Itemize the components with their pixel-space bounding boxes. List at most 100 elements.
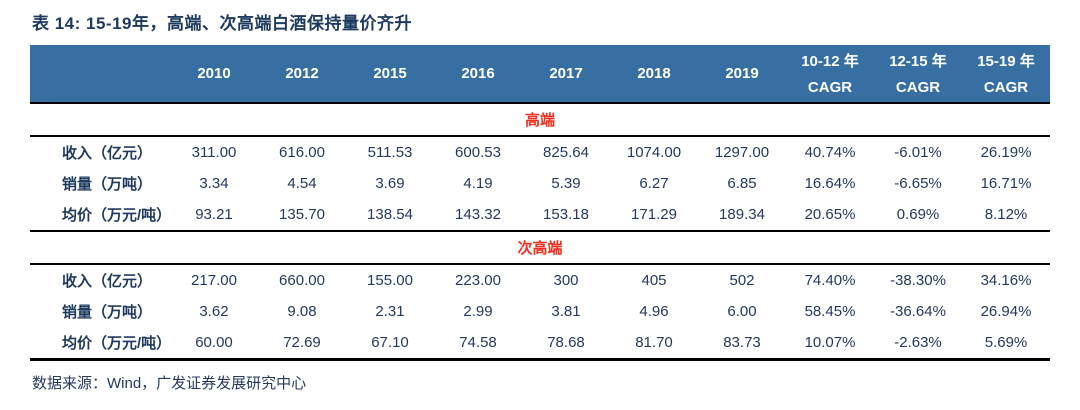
table-cell: 74.40%	[804, 272, 856, 289]
header-cagr: 12-15 年 CAGR	[874, 45, 962, 104]
table-cell: 4.19	[463, 175, 493, 192]
table-body: 高端收入（亿元） 311.00 616.00 511.53 600.53 825.64 10…	[30, 102, 1050, 361]
table-cell: 34.16%	[980, 272, 1032, 289]
table-cell: 58.45%	[804, 303, 856, 320]
header-year: 2017	[522, 45, 610, 104]
table-cell: 5.69%	[962, 327, 1050, 361]
table-cell: 0.69%	[896, 206, 940, 223]
cagr-period: 10-12 年	[801, 52, 859, 70]
row-label: 收入（亿元）	[62, 145, 153, 162]
table-cell: 138.54	[367, 206, 413, 223]
table-cell: 3.81	[551, 303, 581, 320]
table-cell: 171.29	[631, 206, 677, 223]
table-cell: 600.53	[455, 144, 501, 161]
table-cell: 660.00	[279, 272, 325, 289]
header-corner-cell	[30, 45, 170, 104]
table-cell: 6.85	[727, 175, 757, 192]
table-cell: -2.63%	[874, 327, 962, 361]
table-cell: 3.34	[199, 175, 229, 192]
table-cell: 4.96	[639, 303, 669, 320]
row-label: 均价（万元/吨）	[62, 207, 172, 224]
table-cell: 67.10	[346, 327, 434, 361]
table-cell: 60.00	[170, 327, 258, 361]
table-cell: 300	[553, 272, 579, 289]
header-year: 2015	[346, 45, 434, 104]
header-year: 2010	[170, 45, 258, 104]
table-cell: -36.64%	[890, 303, 946, 320]
header-year: 2012	[258, 45, 346, 104]
table-cell: 2.99	[463, 303, 493, 320]
table-cell: 153.18	[543, 206, 589, 223]
table-cell: 72.69	[258, 327, 346, 361]
cagr-label: CAGR	[895, 78, 941, 96]
header-year: 2019	[698, 45, 786, 104]
table-cell: 5.39	[551, 175, 581, 192]
table-cell: 6.00	[727, 303, 757, 320]
table-cell: 217.00	[191, 272, 237, 289]
table-title: 表 14: 15-19年，高端、次高端白酒保持量价齐升	[32, 14, 412, 33]
cagr-period: 15-19 年	[977, 52, 1035, 70]
table-row: 均价（万元/吨） 60.00 72.69 67.10 74.58 78.68 81.70 83…	[30, 327, 1050, 361]
table-row: 销量（万吨） 3.62 9.08 2.31 2.99 3.81 4.96 6.00 58.45%…	[30, 296, 1050, 327]
table-cell: 511.53	[367, 144, 413, 161]
table-cell: 311.00	[191, 144, 237, 161]
table-cell: 26.19%	[980, 144, 1032, 161]
section-header-row: 次高端	[30, 230, 1050, 265]
table-cell: -38.30%	[890, 272, 946, 289]
section-title: 高端	[30, 102, 1050, 137]
table-cell: 6.27	[639, 175, 669, 192]
table-header: 2010 2012 2015 2016 2017 2018 2019 10-12…	[30, 45, 1050, 104]
table-cell: 78.68	[522, 327, 610, 361]
table-cell: 3.69	[375, 175, 405, 192]
table-row: 均价（万元/吨） 93.21 135.70 138.54 143.32 153.18 171…	[30, 199, 1050, 231]
table-cell: 20.65%	[804, 206, 856, 223]
table-cell: 405	[641, 272, 667, 289]
header-year: 2018	[610, 45, 698, 104]
table-cell: 1297.00	[714, 144, 770, 161]
row-label: 销量（万吨）	[62, 304, 153, 321]
table-cell: 26.94%	[980, 303, 1032, 320]
table-cell: 9.08	[287, 303, 317, 320]
table-cell: 81.70	[610, 327, 698, 361]
header-year: 2016	[434, 45, 522, 104]
table-cell: -6.65%	[894, 175, 942, 192]
header-row: 2010 2012 2015 2016 2017 2018 2019 10-12…	[30, 45, 1050, 104]
table-row: 销量（万吨） 3.34 4.54 3.69 4.19 5.39 6.27 6.85 16.64%…	[30, 168, 1050, 199]
row-label: 收入（亿元）	[62, 273, 153, 290]
header-cagr: 15-19 年 CAGR	[962, 45, 1050, 104]
table-cell: 83.73	[698, 327, 786, 361]
table-cell: 616.00	[279, 144, 325, 161]
table-cell: 223.00	[455, 272, 501, 289]
table-cell: 8.12%	[984, 206, 1028, 223]
table-cell: 2.31	[375, 303, 405, 320]
table-cell: 10.07%	[786, 327, 874, 361]
row-label: 均价（万元/吨）	[30, 327, 171, 361]
table-cell: 143.32	[455, 206, 501, 223]
table-cell: 16.71%	[980, 175, 1032, 192]
table-cell: 189.34	[719, 206, 765, 223]
table-cell: 40.74%	[804, 144, 856, 161]
data-table: 2010 2012 2015 2016 2017 2018 2019 10-12…	[30, 45, 1050, 361]
table-cell: 3.62	[199, 303, 229, 320]
table-row: 收入（亿元） 311.00 616.00 511.53 600.53 825.64 1074…	[30, 136, 1050, 168]
table-cell: 4.54	[287, 175, 317, 192]
table-cell: 155.00	[367, 272, 413, 289]
section-title: 次高端	[30, 230, 1050, 265]
table-cell: 825.64	[543, 144, 589, 161]
table-cell: 502	[729, 272, 755, 289]
data-source-note: 数据来源：Wind，广发证券发展研究中心	[32, 375, 307, 392]
report-table-page: 表 14: 15-19年，高端、次高端白酒保持量价齐升 2010 2012 20…	[30, 14, 1050, 392]
table-row: 收入（亿元） 217.00 660.00 155.00 223.00 300 405 502 7…	[30, 264, 1050, 296]
cagr-label: CAGR	[807, 78, 853, 96]
table-cell: 1074.00	[626, 144, 682, 161]
table-cell: 16.64%	[804, 175, 856, 192]
table-cell: 135.70	[279, 206, 325, 223]
cagr-period: 12-15 年	[889, 52, 947, 70]
section-header-row: 高端	[30, 102, 1050, 137]
table-cell: 93.21	[195, 206, 233, 223]
cagr-label: CAGR	[983, 78, 1029, 96]
table-cell: 74.58	[434, 327, 522, 361]
row-label: 销量（万吨）	[62, 176, 153, 193]
table-cell: -6.01%	[894, 144, 942, 161]
header-cagr: 10-12 年 CAGR	[786, 45, 874, 104]
